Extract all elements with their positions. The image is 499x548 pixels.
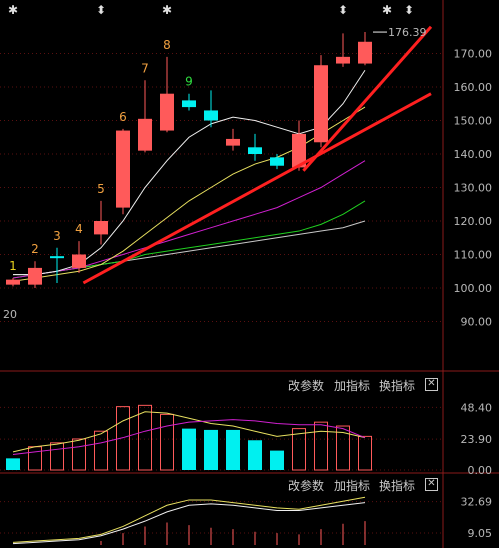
panel2-bar bbox=[72, 438, 86, 471]
panel2-magenta-line bbox=[12, 419, 366, 455]
panel2-bar bbox=[138, 404, 152, 471]
panel2-bar bbox=[336, 425, 350, 471]
signal-marker: ✱ bbox=[382, 3, 392, 17]
panel2-tick-label: 48.40 bbox=[461, 401, 493, 414]
wave-label: 5 bbox=[97, 182, 105, 196]
candle-body bbox=[248, 147, 262, 154]
candle-body bbox=[72, 254, 86, 268]
candle-body bbox=[270, 157, 284, 166]
panel3-white-line bbox=[12, 502, 366, 545]
price-tick-label: 160.00 bbox=[454, 81, 493, 94]
signal-marker: ✱ bbox=[8, 3, 18, 17]
panel2-switch-indicator-button[interactable]: 换指标 bbox=[379, 379, 416, 393]
candle-body bbox=[138, 118, 152, 151]
price-tick-label: 120.00 bbox=[454, 215, 493, 228]
ma-white-line bbox=[13, 69, 366, 276]
candle-body bbox=[336, 56, 350, 64]
panel2-bar bbox=[204, 429, 218, 470]
wave-label: 3 bbox=[53, 229, 61, 243]
panel3-switch-indicator-button[interactable]: 换指标 bbox=[379, 479, 416, 493]
panel3-change-params-button[interactable]: 改参数 bbox=[288, 479, 325, 493]
panel2-bar bbox=[314, 421, 328, 471]
panel2-bar bbox=[50, 442, 64, 471]
candle-body bbox=[28, 267, 42, 285]
candle-body bbox=[314, 65, 328, 143]
ma-yellow-line bbox=[12, 106, 366, 282]
signal-marker: ⬍ bbox=[338, 3, 348, 17]
panel3-yellow-line bbox=[12, 496, 366, 543]
wave-label: 2 bbox=[31, 242, 39, 256]
panel2-bar bbox=[358, 435, 372, 471]
panel2-bar bbox=[248, 440, 262, 470]
ma-green-line bbox=[12, 200, 366, 279]
ma-magenta-line bbox=[12, 160, 366, 279]
candle-body bbox=[94, 221, 108, 235]
panel2-bar bbox=[116, 406, 130, 471]
wave-label: 8 bbox=[163, 38, 171, 52]
candle-body bbox=[6, 279, 20, 285]
panel2-change-params-button[interactable]: 改参数 bbox=[288, 379, 325, 393]
panel3-add-indicator-button[interactable]: 加指标 bbox=[334, 479, 371, 493]
candle-body bbox=[160, 93, 174, 131]
signal-marker: ⬍ bbox=[96, 3, 106, 17]
panel2-tick-label: 0.00 bbox=[468, 464, 493, 477]
panel2-bar bbox=[270, 450, 284, 470]
price-tick-label: 150.00 bbox=[454, 115, 493, 128]
wave-label: 7 bbox=[141, 61, 149, 75]
candle-body bbox=[358, 41, 372, 64]
panel3-tick-label: 9.05 bbox=[468, 527, 493, 540]
panel2-yellow-line bbox=[12, 411, 366, 453]
panel2-bar bbox=[182, 428, 196, 470]
panel2-tick-label: 23.90 bbox=[461, 433, 493, 446]
candle-body bbox=[50, 256, 64, 259]
trend-line bbox=[82, 92, 432, 285]
candle-body bbox=[292, 133, 306, 168]
price-tick-label: 110.00 bbox=[454, 249, 493, 262]
panel3-tick-label: 32.69 bbox=[461, 496, 493, 509]
price-tick-label: 140.00 bbox=[454, 148, 493, 161]
left-marker-label: 20 bbox=[3, 308, 17, 321]
candle-body bbox=[226, 138, 240, 146]
price-tick-label: 100.00 bbox=[454, 282, 493, 295]
panel2-bar bbox=[226, 429, 240, 470]
panel2-add-indicator-button[interactable]: 加指标 bbox=[334, 379, 371, 393]
panel2-close-icon[interactable]: ✕ bbox=[425, 378, 438, 391]
panel3-close-icon[interactable]: ✕ bbox=[425, 478, 438, 491]
price-tick-label: 170.00 bbox=[454, 48, 493, 61]
high-price-label: 176.39 bbox=[388, 26, 427, 39]
trend-line bbox=[302, 25, 433, 172]
candle-body bbox=[182, 100, 196, 108]
price-tick-label: 130.00 bbox=[454, 182, 493, 195]
panel2-bar bbox=[292, 428, 306, 471]
wave-label: 9 bbox=[185, 75, 193, 89]
wave-label: 4 bbox=[75, 222, 83, 236]
panel2-bar bbox=[160, 413, 174, 471]
candle-body bbox=[116, 130, 130, 208]
panel2-bar bbox=[6, 458, 20, 470]
price-tick-label: 90.00 bbox=[461, 316, 493, 329]
wave-label: 1 bbox=[9, 259, 17, 273]
candle-body bbox=[204, 110, 218, 121]
signal-marker: ✱ bbox=[162, 3, 172, 17]
panel2-bar bbox=[94, 430, 108, 471]
panel2-bar bbox=[28, 446, 42, 471]
signal-marker: ⬍ bbox=[404, 3, 414, 17]
wave-label: 6 bbox=[119, 110, 127, 124]
